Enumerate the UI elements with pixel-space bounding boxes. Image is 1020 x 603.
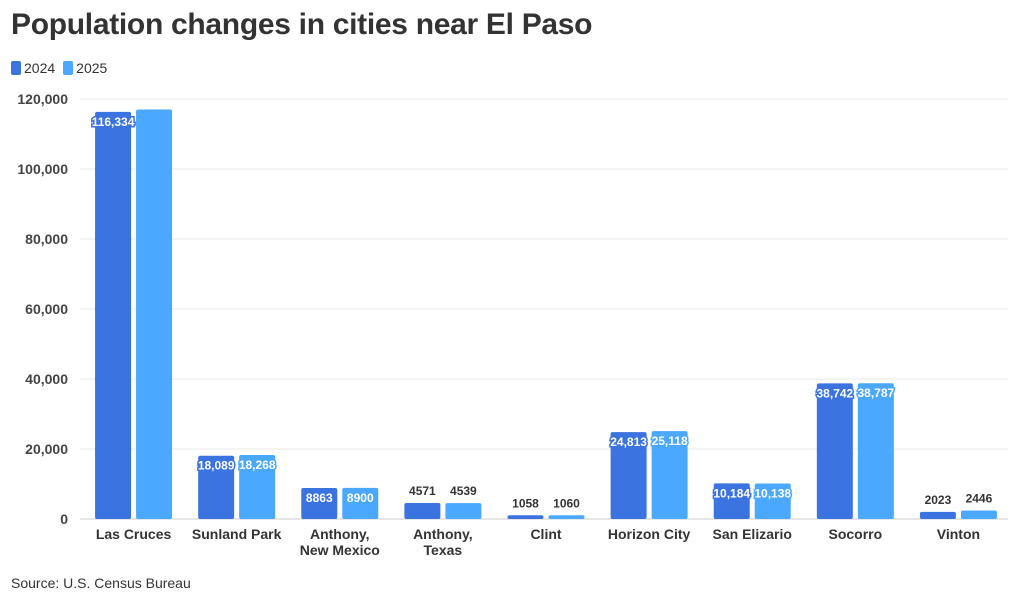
legend-label-2024: 2024 [24, 60, 56, 76]
data-label: 38,742 [816, 386, 853, 400]
bar [960, 510, 997, 519]
bar [342, 487, 379, 519]
data-label: 4539 [450, 484, 477, 498]
data-label: 24,813 [610, 435, 647, 449]
bar [445, 503, 482, 519]
bar [857, 383, 894, 519]
y-tick-label: 120,000 [17, 91, 68, 107]
y-tick-label: 0 [60, 511, 68, 527]
category-label: Anthony, [310, 526, 370, 542]
data-label: 10,184 [713, 486, 750, 500]
category-label: Sunland Park [192, 526, 282, 542]
bar [651, 431, 688, 519]
category-label: Clint [530, 526, 561, 542]
bar [198, 455, 235, 519]
source-note: Source: U.S. Census Bureau [11, 575, 191, 591]
bar [548, 515, 585, 519]
data-label: 18,089 [198, 459, 235, 473]
bar [507, 515, 544, 519]
bar [713, 483, 750, 519]
data-label: 2023 [925, 493, 952, 507]
data-label: 38,787 [857, 386, 894, 400]
data-label: 2446 [966, 491, 993, 505]
category-label: Socorro [828, 526, 882, 542]
y-tick-label: 100,000 [17, 161, 68, 177]
category-label: Texas [424, 542, 463, 558]
bar [754, 483, 791, 519]
bar [95, 111, 132, 520]
y-tick-label: 80,000 [25, 231, 68, 247]
bar [816, 383, 853, 519]
y-tick-label: 60,000 [25, 301, 68, 317]
bar [239, 455, 276, 519]
bar [919, 511, 956, 519]
legend-item-2025[interactable]: 2025 [63, 60, 107, 76]
legend-item-2024[interactable]: 2024 [11, 60, 55, 76]
legend-swatch-2024 [11, 61, 21, 75]
legend-label-2025: 2025 [76, 60, 108, 76]
data-label: 4571 [409, 484, 436, 498]
category-label: San Elizario [713, 526, 792, 542]
data-label: 18,268 [239, 458, 276, 472]
bar [610, 432, 647, 519]
data-label: 25,118 [652, 434, 688, 448]
data-label: 8863 [306, 491, 333, 505]
category-label: Horizon City [608, 526, 691, 542]
y-tick-label: 40,000 [25, 371, 68, 387]
data-label: 116,334 [92, 115, 135, 129]
bar [404, 503, 441, 519]
data-label: 8900 [347, 491, 374, 505]
bar [136, 109, 173, 519]
chart-title: Population changes in cities near El Pas… [11, 8, 593, 41]
category-label: Las Cruces [96, 526, 172, 542]
data-label: 1058 [512, 496, 539, 510]
legend-swatch-2025 [63, 61, 74, 75]
data-label: 1060 [553, 496, 580, 510]
category-label: Anthony, [413, 526, 473, 542]
bar [301, 487, 338, 519]
category-label: New Mexico [300, 542, 380, 558]
category-label: Vinton [937, 526, 980, 542]
legend: 2024 2025 [11, 60, 107, 76]
y-tick-label: 20,000 [25, 441, 68, 457]
data-label: 10,138 [754, 487, 791, 501]
